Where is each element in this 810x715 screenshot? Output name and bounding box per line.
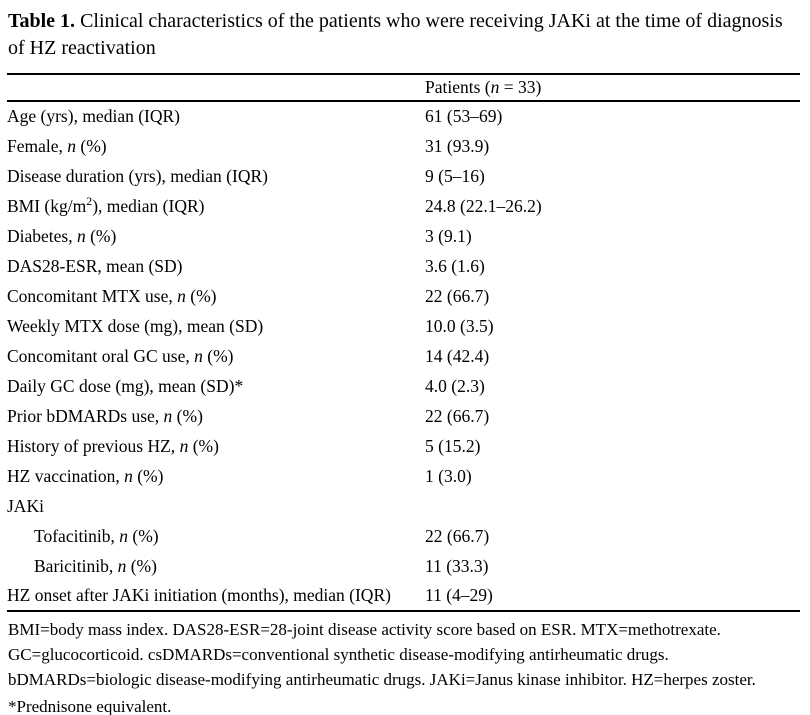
row-value: 9 (5–16) [425, 165, 485, 186]
row-value: 61 (53–69) [425, 106, 503, 126]
row-label: Prior bDMARDs use, n (%) [7, 405, 203, 426]
row-value: 22 (66.7) [425, 405, 490, 426]
row-value: 5 (15.2) [425, 435, 481, 456]
row-value: 24.8 (22.1–26.2) [425, 195, 542, 216]
row-value: 3 (9.1) [425, 225, 472, 246]
row-label: JAKi [7, 495, 44, 516]
row-value: 11 (33.3) [425, 555, 489, 576]
table-row: Weekly MTX dose (mg), mean (SD) 10.0 (3.5… [7, 311, 800, 341]
table-caption: Clinical characteristics of the patients… [8, 10, 783, 59]
row-label: Daily GC dose (mg), mean (SD)* [7, 375, 244, 396]
header-patients-cell: Patients (n = 33) [425, 74, 800, 102]
table-row: JAKi [7, 491, 800, 521]
prednisone-equivalent-note: *Prednisone equivalent. [8, 697, 172, 715]
table-row: Age (yrs), median (IQR) 61 (53–69) [7, 101, 800, 131]
table-row: BMI (kg/m2), median (IQR) 24.8 (22.1–26.2… [7, 191, 800, 221]
row-value: 31 (93.9) [425, 135, 490, 156]
table-row: Concomitant oral GC use, n (%) 14 (42.4) [7, 341, 800, 371]
table-row: Tofacitinib, n (%) 22 (66.7) [7, 521, 800, 551]
row-label: Weekly MTX dose (mg), mean (SD) [7, 315, 264, 336]
row-label: Baricitinib, n (%) [34, 555, 157, 576]
table-row: Baricitinib, n (%) 11 (33.3) [7, 551, 800, 581]
table-row: Female, n (%) 31 (93.9) [7, 131, 800, 161]
table-row: DAS28-ESR, mean (SD) 3.6 (1.6) [7, 251, 800, 281]
row-label: Tofacitinib, n (%) [34, 525, 159, 546]
clinical-characteristics-table: Patients (n = 33) Age (yrs), median (IQR… [7, 73, 800, 612]
row-label: Female, n (%) [7, 135, 107, 156]
table-row: Disease duration (yrs), median (IQR) 9 (5… [7, 161, 800, 191]
row-label: Age (yrs), median (IQR) [7, 106, 181, 126]
table-row: Prior bDMARDs use, n (%) 22 (66.7) [7, 401, 800, 431]
row-value: 22 (66.7) [425, 285, 490, 306]
row-label: HZ vaccination, n (%) [7, 465, 164, 486]
row-label: BMI (kg/m2), median (IQR) [7, 193, 205, 216]
row-label: DAS28-ESR, mean (SD) [7, 255, 183, 276]
table-row: Concomitant MTX use, n (%) 22 (66.7) [7, 281, 800, 311]
row-label: History of previous HZ, n (%) [7, 435, 219, 456]
row-value: 22 (66.7) [425, 525, 490, 546]
header-empty-cell [7, 74, 425, 102]
table-row: HZ vaccination, n (%) 1 (3.0) [7, 461, 800, 491]
table-row: HZ onset after JAKi initiation (months),… [7, 581, 800, 611]
row-value: 11 (4–29) [425, 585, 493, 605]
row-label: HZ onset after JAKi initiation (months),… [7, 585, 391, 605]
row-label: Diabetes, n (%) [7, 225, 117, 246]
row-label: Concomitant MTX use, n (%) [7, 285, 217, 306]
footnote-line: GC=glucocorticoid. csDMARDs=conventional… [8, 645, 669, 664]
row-value: 3.6 (1.6) [425, 255, 485, 276]
table-body: Age (yrs), median (IQR) 61 (53–69) Female,… [7, 101, 800, 611]
row-value: 1 (3.0) [425, 465, 472, 486]
row-value: 14 (42.4) [425, 345, 490, 366]
table-row: Diabetes, n (%) 3 (9.1) [7, 221, 800, 251]
row-label: Concomitant oral GC use, n (%) [7, 345, 234, 366]
row-label: Disease duration (yrs), median (IQR) [7, 165, 268, 186]
row-value [425, 491, 800, 521]
footnote-line: BMI=body mass index. DAS28-ESR=28-joint … [8, 620, 721, 639]
row-value: 10.0 (3.5) [425, 315, 494, 336]
abbreviations-footnote: BMI=body mass index. DAS28-ESR=28-joint … [8, 617, 802, 692]
table-row: Daily GC dose (mg), mean (SD)* 4.0 (2.3) [7, 371, 800, 401]
table-title: Table 1. Clinical characteristics of the… [8, 8, 804, 62]
row-value: 4.0 (2.3) [425, 375, 485, 396]
table-row: History of previous HZ, n (%) 5 (15.2) [7, 431, 800, 461]
table-number-label: Table 1. [8, 10, 76, 32]
table-header-row: Patients (n = 33) [7, 74, 800, 102]
footnote-line: bDMARDs=biologic disease-modifying antir… [8, 670, 756, 689]
